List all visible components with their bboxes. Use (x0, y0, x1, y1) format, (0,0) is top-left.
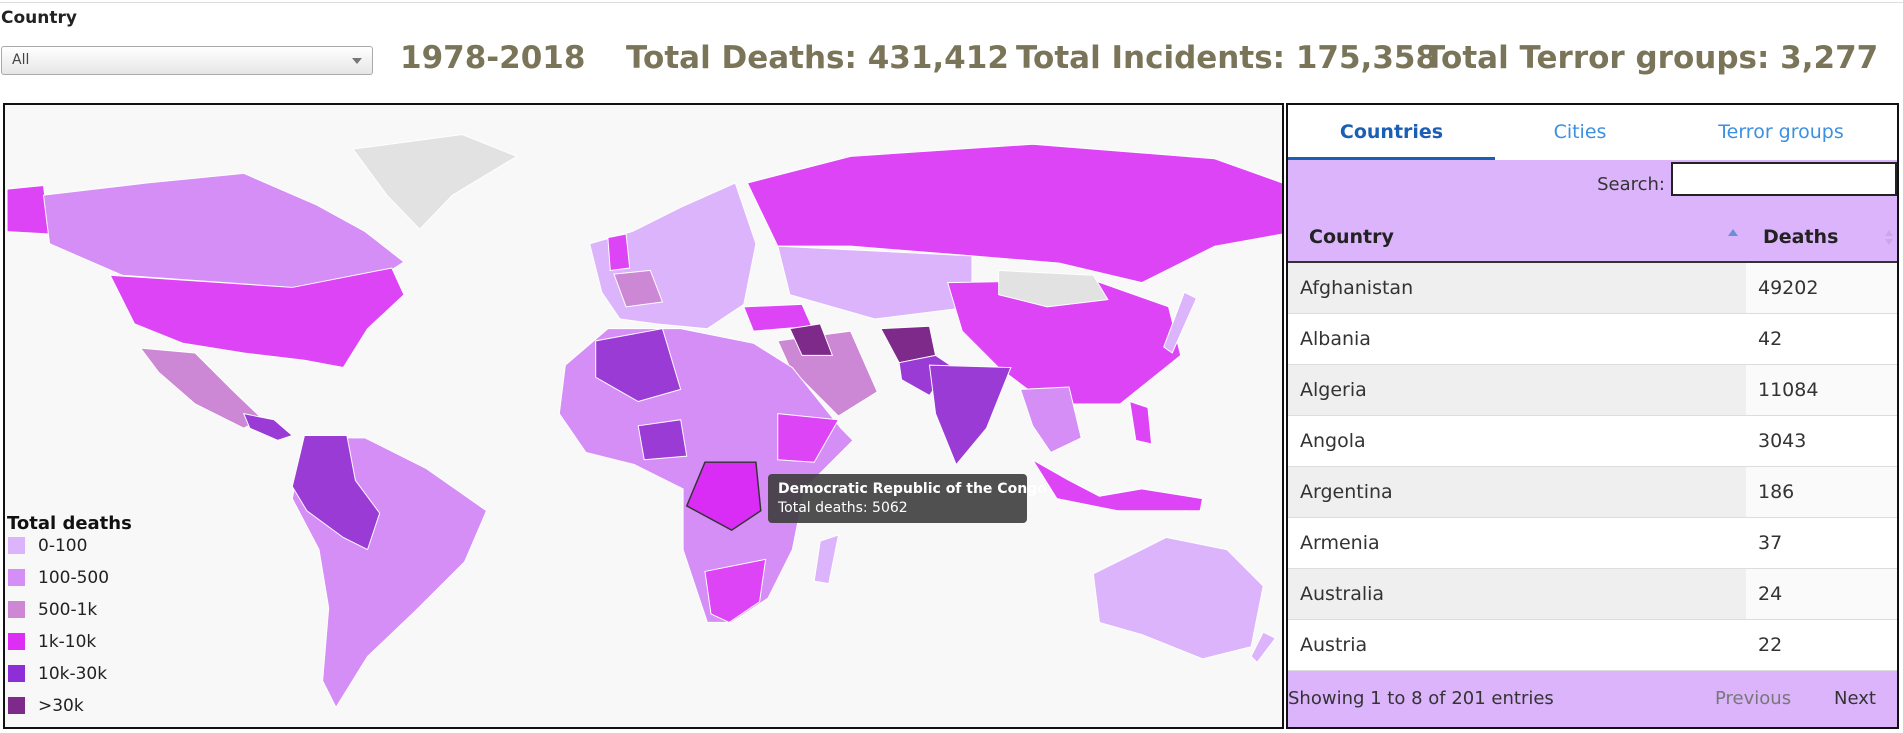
country-cell: Algeria (1288, 365, 1746, 415)
greenland (352, 134, 518, 230)
philippines (1129, 400, 1153, 445)
sort-icon (1885, 239, 1893, 245)
legend-label: 500-1k (38, 600, 97, 620)
alaska (6, 184, 51, 235)
legend: Total deaths 0-100 100-500 500-1k 1k-10k 10k… (7, 513, 132, 716)
total-deaths: Total Deaths: 431,412 (626, 40, 1009, 76)
country-cell: Afghanistan (1288, 263, 1746, 313)
search-input[interactable] (1671, 162, 1897, 196)
tab[interactable]: Cities (1553, 121, 1607, 143)
table-row: Australia 24 (1288, 569, 1897, 620)
tab[interactable]: Terror groups (1718, 121, 1844, 143)
india (928, 364, 1012, 466)
new-zealand (1250, 631, 1277, 664)
world-map: Democratic Republic of the Congo Total d… (6, 134, 1282, 716)
canada (42, 172, 405, 288)
country-cell: Angola (1288, 416, 1746, 466)
madagascar (813, 534, 840, 585)
country-select[interactable]: All (1, 46, 373, 75)
australia (1092, 536, 1264, 660)
deaths-cell: 49202 (1746, 263, 1897, 313)
southeast-asia (1019, 386, 1082, 454)
deaths-cell: 22 (1746, 620, 1897, 670)
country-cell: Austria (1288, 620, 1746, 670)
total-incidents: Total Incidents: 175,358 (1016, 40, 1438, 76)
legend-label: 100-500 (38, 568, 109, 588)
entries-info: Showing 1 to 8 of 201 entries (1288, 688, 1554, 709)
legend-swatch (8, 697, 25, 714)
tooltip: Democratic Republic of the Congo Total d… (768, 474, 1047, 523)
table-row: Afghanistan 49202 (1288, 263, 1897, 314)
column-header[interactable]: Deaths (1763, 226, 1839, 248)
uk (607, 233, 631, 271)
nigeria (637, 419, 688, 461)
deaths-cell: 3043 (1746, 416, 1897, 466)
table-row: Austria 22 (1288, 620, 1897, 671)
russia (746, 143, 1282, 284)
east-africa (777, 413, 840, 463)
table-panel: Countries Cities Terror groups Search: Cou… (1286, 103, 1899, 729)
sort-icon (1885, 230, 1893, 236)
iraq (789, 323, 834, 356)
column-header[interactable]: Country (1309, 226, 1394, 248)
tabs: Countries Cities Terror groups (1288, 105, 1897, 160)
algeria (595, 328, 682, 403)
select-value: All (12, 52, 30, 68)
filter-label: Country (1, 8, 77, 28)
france (613, 269, 664, 308)
legend-swatch (8, 537, 25, 554)
table-row: Algeria 11084 (1288, 365, 1897, 416)
period: 1978-2018 (400, 40, 586, 76)
central-asia (777, 245, 973, 320)
central-america (242, 413, 294, 441)
table-row: Angola 3043 (1288, 416, 1897, 467)
legend-title: Total deaths (7, 513, 132, 534)
table-header: Country Deaths (1288, 213, 1897, 263)
next-button[interactable]: Next (1834, 688, 1876, 709)
tooltip-title: Democratic Republic of the Congo (778, 481, 1047, 497)
select-arrow (352, 58, 362, 64)
legend-swatch (8, 601, 25, 618)
previous-button[interactable]: Previous (1715, 688, 1792, 709)
tooltip-box (768, 474, 1027, 523)
tab[interactable]: Countries (1288, 105, 1495, 160)
tooltip-text: Total deaths: 5062 (777, 500, 908, 516)
drc (685, 461, 762, 532)
legend-swatch (8, 665, 25, 682)
indonesia (1032, 459, 1204, 512)
total-groups: Total Terror groups: 3,277 (1424, 40, 1879, 76)
search-label: Search: (1597, 174, 1665, 195)
deaths-cell: 11084 (1746, 365, 1897, 415)
country-cell: Argentina (1288, 467, 1746, 517)
map-panel: Democratic Republic of the Congo Total d… (3, 103, 1284, 729)
legend-label: 1k-10k (38, 632, 96, 652)
legend-label: 0-100 (38, 536, 87, 556)
deaths-cell: 24 (1746, 569, 1897, 619)
table-row: Argentina 186 (1288, 467, 1897, 518)
table-row: Armenia 37 (1288, 518, 1897, 569)
deaths-cell: 186 (1746, 467, 1897, 517)
sort-asc (1728, 229, 1738, 236)
deaths-cell: 42 (1746, 314, 1897, 364)
japan (1163, 291, 1198, 354)
usa (109, 267, 405, 369)
deaths-cell: 37 (1746, 518, 1897, 568)
top-divider (0, 2, 1903, 3)
mongolia (998, 269, 1109, 308)
country-cell: Australia (1288, 569, 1746, 619)
southern-africa (704, 558, 767, 623)
mexico (139, 347, 263, 429)
table-footer: Showing 1 to 8 of 201 entries Previous N… (1288, 671, 1897, 727)
legend-label: 10k-30k (38, 664, 107, 684)
legend-swatch (8, 633, 25, 650)
search-bar: Search: (1288, 160, 1897, 213)
legend-swatch (8, 569, 25, 586)
country-cell: Armenia (1288, 518, 1746, 568)
legend-label: >30k (38, 696, 84, 716)
country-cell: Albania (1288, 314, 1746, 364)
andes (291, 435, 381, 551)
table-row: Albania 42 (1288, 314, 1897, 365)
